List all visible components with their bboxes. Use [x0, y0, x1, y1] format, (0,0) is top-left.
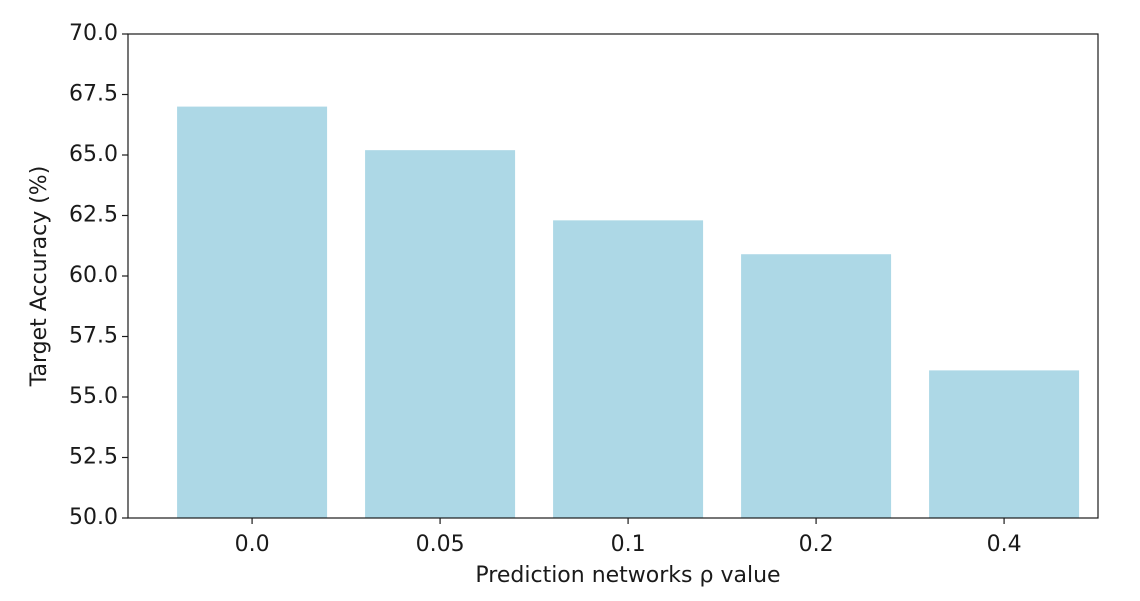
- x-tick-label: 0.1: [611, 532, 646, 557]
- y-tick-label: 50.0: [69, 505, 118, 530]
- bar: [177, 106, 328, 518]
- bar: [365, 150, 516, 518]
- y-tick-label: 62.5: [69, 203, 118, 228]
- plot-frame: [127, 33, 1099, 519]
- y-tick-label: 67.5: [69, 82, 118, 107]
- y-tick-label: 52.5: [69, 445, 118, 470]
- y-tick-label: 60.0: [69, 263, 118, 288]
- y-axis-label: Target Accuracy (%): [27, 166, 52, 388]
- y-tick-label: 57.5: [69, 324, 118, 349]
- bar: [553, 220, 704, 518]
- bar: [929, 370, 1080, 518]
- x-tick-label: 0.2: [799, 532, 834, 557]
- x-axis-label: Prediction networks ρ value: [475, 563, 780, 588]
- y-tick-label: 65.0: [69, 142, 118, 167]
- bar: [741, 254, 892, 518]
- x-tick-label: 0.4: [987, 532, 1022, 557]
- x-tick-label: 0.0: [235, 532, 270, 557]
- x-tick-label: 0.05: [416, 532, 465, 557]
- y-tick-label: 55.0: [69, 384, 118, 409]
- y-tick-label: 70.0: [69, 21, 118, 46]
